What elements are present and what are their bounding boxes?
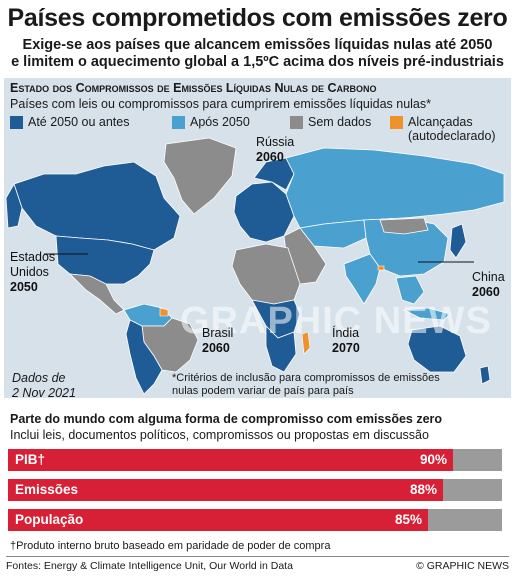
graphic-news-watermark: GRAPHIC NEWS [180, 300, 492, 342]
bar-value-label: 88% [409, 482, 437, 497]
usa-label: Estados Unidos 2050 [10, 250, 56, 294]
australia-shape [407, 325, 467, 373]
bar-fill [8, 509, 428, 531]
gdp-footnote: †Produto interno bruto baseado em parida… [10, 540, 331, 552]
suriname-shape [159, 307, 169, 317]
brand-credit: © GRAPHIC NEWS [416, 560, 509, 572]
japan-shape [449, 223, 467, 259]
africa-south-shape [265, 325, 297, 373]
bar-category-label: Emissões [15, 482, 79, 497]
bar-row: População 85% [8, 509, 502, 531]
legend-swatch-orange [390, 116, 403, 129]
legend-item-no-data: Sem dados [290, 115, 371, 129]
share-subheading: Inclui leis, documentos políticos, compr… [10, 428, 429, 442]
brazil-label: Brasil 2060 [202, 326, 234, 355]
south-america-west-shape [125, 319, 163, 395]
bar-fill [8, 449, 453, 471]
alaska-shape [5, 183, 23, 229]
world-map-panel [4, 78, 511, 398]
divider [6, 556, 509, 557]
russia-label: Rússia 2060 [256, 135, 295, 164]
legend-item-after-2050: Após 2050 [172, 115, 250, 129]
legend-label: Alcançadas (autodeclarado) [408, 115, 496, 143]
subtitle-line-1: Exige-se aos países que alcancem emissõe… [22, 37, 493, 53]
bhutan-shape [377, 265, 385, 271]
legend-label: Até 2050 ou antes [28, 115, 130, 129]
russia-shape [285, 147, 505, 229]
legend-item-until-2050: Até 2050 ou antes [10, 115, 129, 129]
legend-swatch-dark-blue [10, 116, 23, 129]
southeast-asia-shape [395, 275, 425, 305]
legend-label: Após 2050 [190, 115, 250, 129]
new-zealand-shape [479, 365, 491, 385]
page-title: Países comprometidos com emissões zero [7, 4, 508, 32]
legend-label: Sem dados [308, 115, 372, 129]
bar-value-label: 85% [394, 512, 422, 527]
legend-item-achieved: Alcançadas (autodeclarado) [390, 115, 496, 143]
mongolia-shape [379, 217, 429, 235]
greenland-shape [163, 137, 237, 215]
bar-category-label: População [15, 512, 84, 527]
bar-row: Emissões 88% [8, 479, 502, 501]
page-subtitle: Exige-se aos países que alcancem emissõe… [6, 37, 509, 71]
legend-swatch-light-blue [172, 116, 185, 129]
india-label: Índia 2070 [332, 326, 360, 355]
indonesia-shape [402, 307, 451, 321]
canada-shape [13, 161, 181, 251]
bar-category-label: PIB† [15, 452, 46, 467]
madagascar-shape [301, 331, 311, 355]
bar-row: PIB† 90% [8, 449, 502, 471]
map-panel-subheading: Países com leis ou compromissos para cum… [10, 97, 431, 111]
china-label: China 2060 [472, 270, 505, 299]
europe-shape [233, 181, 295, 243]
world-map [5, 137, 505, 395]
map-panel-heading: Estado dos Compromissos de Emissões Líqu… [10, 81, 377, 95]
subtitle-line-2: e limitem o aquecimento global a 1,5ºC a… [11, 54, 504, 70]
africa-north-shape [231, 243, 301, 305]
bar-fill [8, 479, 443, 501]
legend-swatch-grey [290, 116, 303, 129]
data-date-note: Dados de 2 Nov 2021 [12, 371, 76, 400]
india-shape [343, 253, 381, 305]
criteria-footnote: *Critérios de inclusão para compromissos… [172, 372, 440, 397]
sources-credit: Fontes: Energy & Climate Intelligence Un… [6, 560, 293, 572]
share-heading: Parte do mundo com alguma forma de compr… [10, 412, 443, 426]
bar-value-label: 90% [419, 452, 447, 467]
